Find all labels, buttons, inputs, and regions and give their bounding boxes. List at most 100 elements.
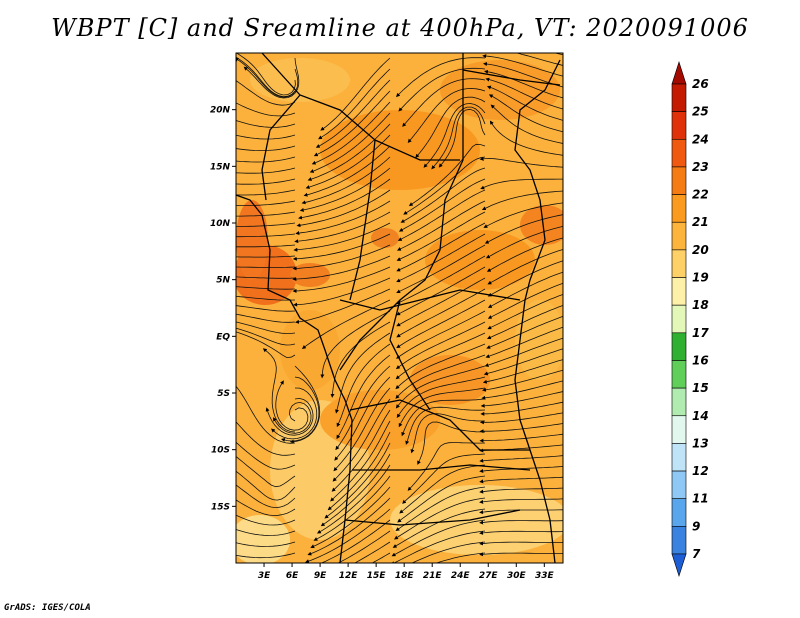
streamline — [395, 343, 486, 390]
x-tick-label: 15E — [367, 571, 387, 581]
colorbar-label: 20 — [692, 243, 709, 257]
y-tick-label: 15N — [210, 162, 231, 172]
streamline — [479, 552, 563, 557]
streamline — [415, 96, 486, 159]
streamline — [236, 331, 296, 358]
streamline — [479, 412, 563, 425]
x-tick-label: 30E — [507, 571, 527, 581]
streamline — [483, 202, 563, 228]
y-tick-label: EQ — [216, 332, 230, 342]
streamline — [400, 167, 486, 223]
streamline — [236, 529, 296, 536]
y-tick-label: 15S — [211, 502, 230, 512]
streamline — [292, 266, 391, 293]
credit-label: GrADS: IGES/COLA — [4, 603, 91, 613]
streamline — [408, 143, 486, 207]
x-axis: 3E 6E 9E 12E 15E 18E 21E 24E 27E 30E 33E — [258, 563, 554, 581]
colorbar-label: 19 — [692, 271, 709, 285]
streamline — [236, 514, 296, 526]
streamline — [236, 295, 296, 301]
streamline — [307, 123, 391, 181]
plot-area — [236, 53, 563, 563]
streamline — [301, 156, 391, 205]
x-tick-label: 24E — [451, 571, 471, 581]
colorbar-label: 11 — [692, 492, 709, 506]
streamline — [236, 134, 296, 140]
streamline — [236, 499, 296, 516]
streamline — [272, 401, 312, 434]
colorbar-label: 24 — [692, 132, 709, 146]
colorbar-label: 7 — [692, 547, 701, 561]
colorbar-label: 22 — [692, 188, 709, 202]
y-tick-label: 10N — [210, 219, 231, 229]
streamline — [479, 498, 563, 504]
streamline — [394, 497, 486, 540]
streamlines — [236, 53, 563, 563]
country-borders — [236, 53, 561, 563]
streamline — [396, 255, 486, 305]
streamline — [407, 442, 486, 491]
streamline — [318, 68, 391, 140]
streamline — [485, 225, 563, 259]
streamline — [488, 94, 563, 133]
x-tick-label: 12E — [339, 571, 359, 581]
colorbar-top-arrow — [671, 61, 687, 85]
streamline — [307, 497, 391, 556]
colorbar: 26 25 24 23 22 21 20 19 18 17 16 15 14 13 12 11 9 7 — [671, 61, 709, 577]
streamline — [336, 354, 391, 440]
streamline — [482, 54, 563, 77]
streamline — [292, 233, 391, 261]
streamline — [294, 211, 391, 244]
streamline — [396, 299, 486, 349]
colorbar-segment — [671, 249, 687, 278]
streamline — [490, 104, 563, 144]
streamline — [324, 442, 391, 519]
streamline — [236, 200, 296, 206]
colorbar-label: 23 — [692, 160, 709, 174]
colorbar-label: 17 — [692, 326, 709, 340]
streamline — [301, 299, 391, 349]
streamline — [396, 277, 486, 327]
x-tick-label: 27E — [479, 571, 499, 581]
streamline — [298, 178, 391, 220]
colorbar-segment — [671, 526, 687, 555]
y-axis: 20N 15N 10N 5N EQ 5S 10S 15S — [210, 106, 236, 512]
streamline — [335, 332, 391, 414]
streamline — [438, 108, 486, 168]
streamline — [275, 380, 309, 431]
colorbar-label: 25 — [692, 105, 709, 119]
streamline — [320, 519, 391, 563]
streamline — [334, 376, 391, 461]
streamline — [395, 57, 486, 98]
streamline — [305, 134, 391, 189]
colorbar-segment — [671, 194, 687, 223]
streamline — [396, 288, 486, 338]
streamline — [479, 156, 563, 168]
streamline — [480, 401, 563, 416]
streamline — [292, 244, 391, 271]
streamline — [236, 189, 296, 196]
streamline — [236, 266, 296, 268]
streamline — [484, 69, 563, 99]
streamline — [479, 530, 563, 535]
streamline — [485, 326, 563, 358]
colorbar-segment — [671, 332, 687, 361]
streamline — [481, 190, 563, 211]
streamline — [486, 237, 563, 272]
streamline — [405, 406, 486, 445]
streamline — [292, 255, 391, 282]
streamline — [396, 310, 486, 359]
x-tick-label: 18E — [395, 571, 415, 581]
chart-title: WBPT [C] and Sreamline at 400hPa, VT: 20… — [51, 14, 749, 42]
streamline — [487, 282, 563, 319]
streamline — [236, 286, 296, 290]
colorbar-segment — [671, 277, 687, 306]
colorbar-label: 18 — [692, 298, 709, 312]
streamline — [484, 337, 563, 367]
streamline — [305, 508, 391, 563]
streamline — [417, 421, 486, 465]
streamline — [395, 332, 486, 380]
streamline — [482, 359, 563, 384]
streamline — [236, 327, 296, 346]
streamline — [396, 266, 486, 316]
